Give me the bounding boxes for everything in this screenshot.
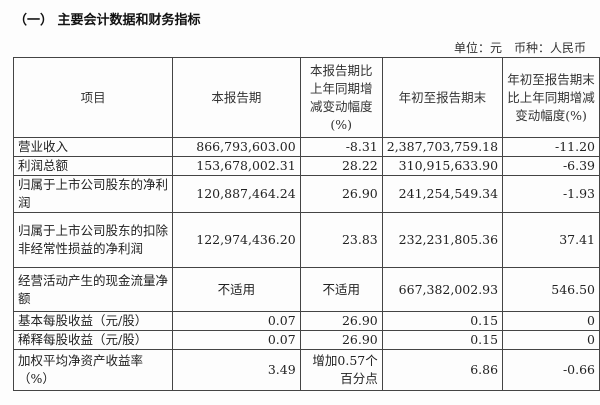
cell-ytd: 310,915,633.90	[381, 156, 504, 176]
cell-current-change: 26.90	[299, 175, 383, 213]
cell-ytd-change: -1.93	[502, 175, 600, 213]
cell-current-change: 23.83	[299, 212, 383, 268]
cell-ytd-change: 0	[502, 330, 600, 350]
cell-ytd-change: 37.41	[502, 212, 600, 268]
cell-ytd: 0.15	[381, 311, 504, 331]
cell-ytd-change: 546.50	[502, 267, 600, 312]
row-item-label: 加权平均净资产收益率（%）	[12, 349, 174, 391]
cell-current-change: 26.90	[299, 330, 383, 350]
cell-ytd-change: -0.66	[502, 349, 600, 391]
table-row: 基本每股收益（元/股） 0.07 26.90 0.15 0	[12, 311, 600, 331]
table-row: 经营活动产生的现金流量净额 不适用 不适用 667,382,002.93 546.50	[12, 267, 600, 312]
cell-current-period: 153,678,002.31	[172, 156, 301, 176]
cell-current-change: 28.22	[299, 156, 383, 176]
cell-ytd-change: -6.39	[502, 156, 600, 176]
financial-indicators-table: 项目 本报告期 本报告期比上年同期增减变动幅度(%) 年初至报告期末 年初至报告…	[12, 57, 600, 391]
cell-current-period: 866,793,603.00	[172, 137, 301, 157]
section-title: （一） 主要会计数据和财务指标	[14, 13, 201, 28]
cell-current-change: 26.90	[299, 311, 383, 331]
cell-current-period: 不适用	[172, 267, 301, 312]
row-item-label: 基本每股收益（元/股）	[12, 311, 174, 331]
row-item-label: 归属于上市公司股东的扣除非经常性损益的净利润	[12, 212, 174, 268]
table-row: 稀释每股收益（元/股） 0.07 26.90 0.15 0	[12, 330, 600, 350]
table-row: 归属于上市公司股东的扣除非经常性损益的净利润 122,974,436.20 23.8…	[12, 212, 600, 268]
row-item-label: 归属于上市公司股东的净利润	[12, 175, 174, 213]
cell-current-period: 0.07	[172, 311, 301, 331]
cell-ytd: 241,254,549.34	[381, 175, 504, 213]
cell-current-change: -8.31	[299, 137, 383, 157]
table-row: 营业收入 866,793,603.00 -8.31 2,387,703,759.18-…	[12, 137, 600, 157]
cell-current-period: 120,887,464.24	[172, 175, 301, 213]
row-item-label: 利润总额	[12, 156, 174, 176]
cell-ytd: 2,387,703,759.18	[381, 137, 504, 157]
header-item: 项目	[12, 57, 174, 138]
header-current-change: 本报告期比上年同期增减变动幅度(%)	[299, 57, 383, 138]
cell-current-period: 122,974,436.20	[172, 212, 301, 268]
cell-ytd-change: 0	[502, 311, 600, 331]
table-row: 利润总额 153,678,002.31 28.22 310,915,633.90 -6.…	[12, 156, 600, 176]
cell-current-period: 3.49	[172, 349, 301, 391]
cell-ytd: 0.15	[381, 330, 504, 350]
unit-currency-note: 单位：元 币种：人民币	[453, 41, 586, 55]
cell-ytd-change: -11.20	[502, 137, 600, 157]
cell-current-period: 0.07	[172, 330, 301, 350]
cell-ytd: 232,231,805.36	[381, 212, 504, 268]
table-row: 加权平均净资产收益率（%） 3.49 增加0.57个百分点 6.86 -0.66	[12, 349, 600, 391]
cell-ytd: 6.86	[381, 349, 504, 391]
table-row: 归属于上市公司股东的净利润 120,887,464.24 26.90 241,254,…	[12, 175, 600, 213]
cell-ytd: 667,382,002.93	[381, 267, 504, 312]
cell-current-change: 不适用	[299, 267, 383, 312]
header-ytd-change: 年初至报告期末比上年同期增减变动幅度(%)	[502, 57, 600, 138]
row-item-label: 稀释每股收益（元/股）	[12, 330, 174, 350]
row-item-label: 经营活动产生的现金流量净额	[12, 267, 174, 312]
header-ytd: 年初至报告期末	[381, 57, 504, 138]
table-header-row: 项目 本报告期 本报告期比上年同期增减变动幅度(%) 年初至报告期末 年初至报告…	[12, 57, 600, 138]
row-item-label: 营业收入	[12, 137, 174, 157]
cell-current-change: 增加0.57个百分点	[299, 349, 383, 391]
header-current-period: 本报告期	[172, 57, 301, 138]
